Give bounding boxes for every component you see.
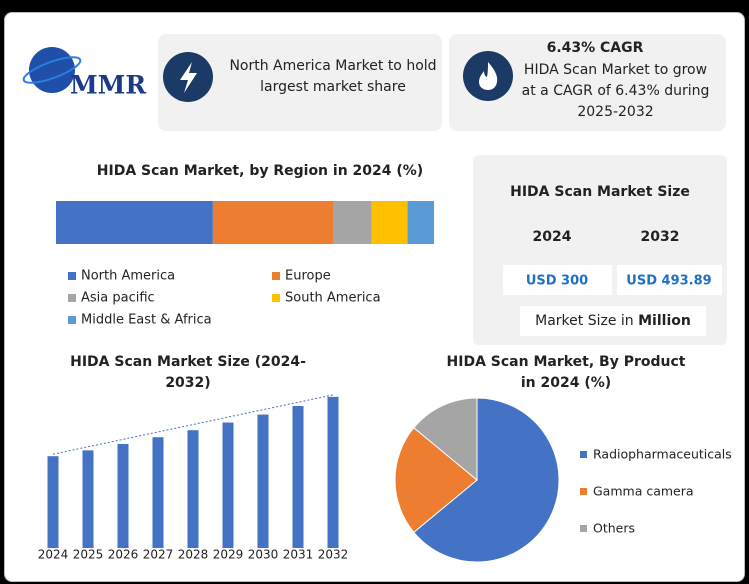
bar-segment xyxy=(333,201,372,244)
x-tick-label: 2027 xyxy=(143,548,174,562)
bolt-icon xyxy=(180,62,197,93)
bar xyxy=(82,450,94,548)
x-tick-label: 2024 xyxy=(38,548,69,562)
bar xyxy=(152,437,164,548)
bar xyxy=(117,443,129,548)
bar-segment xyxy=(212,201,334,244)
legend-swatch xyxy=(68,316,76,324)
note: Market Size in Million xyxy=(520,311,706,332)
pie-slice xyxy=(413,397,560,563)
bar xyxy=(187,430,199,548)
x-tick-label: 2031 xyxy=(283,548,314,562)
bar xyxy=(257,414,269,548)
logo-globe xyxy=(29,47,75,93)
x-tick-label: 2028 xyxy=(178,548,209,562)
bar xyxy=(292,406,304,548)
year-label: 2032 xyxy=(641,229,680,245)
legend-swatch xyxy=(580,451,587,458)
legend-label: South America xyxy=(285,291,381,306)
flame-icon xyxy=(479,62,498,90)
x-tick-label: 2032 xyxy=(318,548,349,562)
legend-label: Asia pacific xyxy=(81,291,155,306)
value-text: USD 493.89 xyxy=(626,274,711,289)
chart-title: HIDA Scan Market, By Product in 2024 (%) xyxy=(446,354,686,391)
legend-label: Gamma camera xyxy=(593,484,694,499)
card xyxy=(449,34,726,131)
pie-slice xyxy=(413,397,478,482)
legend-swatch xyxy=(272,272,280,280)
panel-title: HIDA Scan Market Size xyxy=(510,184,690,200)
legend-swatch xyxy=(580,525,587,532)
legend-label: Europe xyxy=(285,269,331,284)
legend-swatch xyxy=(68,272,76,280)
value-box xyxy=(617,265,722,295)
card xyxy=(158,34,442,131)
chart-title: HIDA Scan Market, by Region in 2024 (%) xyxy=(96,163,424,179)
card-text: HIDA Scan Market to grow at a CAGR of 6.… xyxy=(521,62,710,120)
bar-segment xyxy=(407,201,434,244)
legend-label: Middle East & Africa xyxy=(81,313,212,328)
note-text: Market Size in xyxy=(535,313,634,329)
bar xyxy=(47,456,59,548)
legend-label: North America xyxy=(81,269,175,284)
year-label: 2024 xyxy=(533,229,572,245)
logo-text: MMR xyxy=(70,71,146,100)
legend-label: Others xyxy=(593,521,635,536)
size-panel xyxy=(473,155,727,345)
legend-label: Radiopharmaceuticals xyxy=(593,447,732,462)
chart-title: HIDA Scan Market Size (2024-2032) xyxy=(70,354,306,391)
x-tick-label: 2026 xyxy=(108,548,139,562)
pie-slice xyxy=(394,427,478,533)
logo-ring xyxy=(22,56,82,84)
legend-swatch xyxy=(272,294,280,302)
x-tick-label: 2025 xyxy=(73,548,104,562)
x-tick-label: 2030 xyxy=(248,548,279,562)
value-text: USD 300 xyxy=(526,274,588,289)
bar-segment xyxy=(371,201,408,244)
note-unit: Million xyxy=(638,313,691,329)
card-text: North America Market to hold largest mar… xyxy=(229,58,437,95)
legend-swatch xyxy=(68,294,76,302)
x-tick-label: 2029 xyxy=(213,548,244,562)
note-box xyxy=(520,306,706,336)
legend-swatch xyxy=(580,488,587,495)
bar xyxy=(327,396,339,548)
bar xyxy=(222,422,234,548)
value-box xyxy=(503,265,612,295)
card-title: 6.43% CAGR xyxy=(546,40,644,56)
bar-segment xyxy=(56,201,213,244)
